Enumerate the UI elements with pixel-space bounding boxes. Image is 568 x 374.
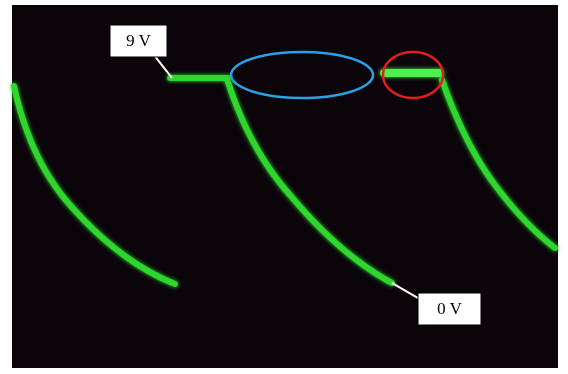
page: {"annotations": {"high": "9 V", "low": "…: [0, 0, 568, 374]
callout-label: 9 V: [126, 31, 151, 50]
body: 9 V 0 V (() => { const data = JSON.parse…: [0, 0, 568, 374]
scope-photo: 9 V 0 V: [0, 0, 568, 374]
callout-label: 0 V: [437, 299, 462, 318]
